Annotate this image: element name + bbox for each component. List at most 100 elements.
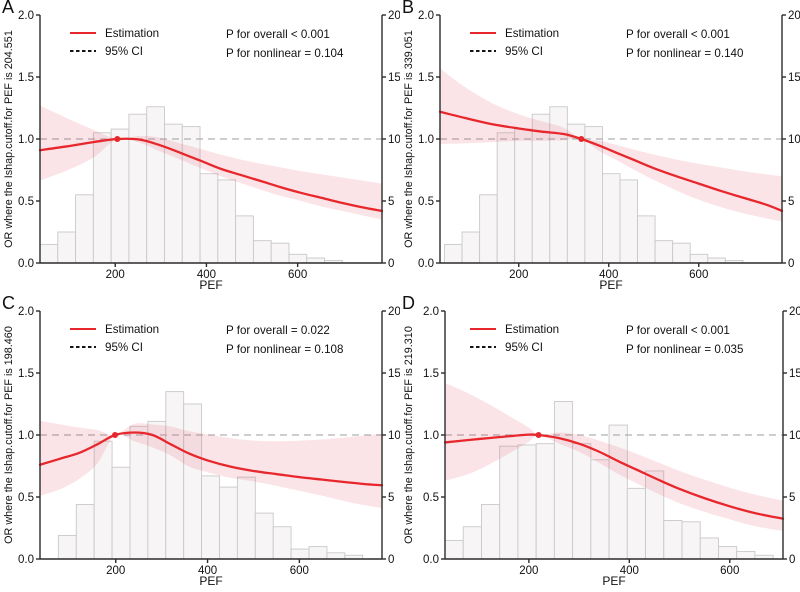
histogram-bar [514,128,533,264]
right-y-tick-label: 10 [388,134,400,146]
histogram-bar [326,552,346,560]
left-y-tick-label: 1.0 [418,134,434,146]
panel-B: 0.0 0 0.5 5 1.0 10 1.5 15 2.0 20 200 400 600 B OR wh… [400,0,800,296]
left-y-tick-label: 1.5 [18,368,34,380]
right-y-tick-label: 0 [789,554,795,566]
legend-item-ci: 95% CI [70,338,159,356]
panel-letter: D [402,293,416,313]
left-y-tick-label: 1.0 [18,430,34,442]
legend-item-estimation: Estimation [470,320,559,338]
p-values: P for overall < 0.001 P for nonlinear = … [626,26,743,63]
legend: Estimation 95% CI [70,320,159,356]
y-axis-label: OR where the Ishap.cutoff.for PEF is 198… [3,326,15,544]
histogram-bar [111,466,131,560]
panel-letter: A [2,0,15,17]
right-y-tick-label: 15 [388,72,400,84]
x-tick-label: 400 [197,269,216,281]
y-axis-label: OR where the Ishap.cutoff.for PEF is 339… [403,30,415,248]
histogram-bar [444,243,463,264]
x-tick-label: 200 [509,269,528,281]
right-y-tick-label: 0 [388,258,394,270]
right-y-tick-label: 0 [788,258,794,270]
x-axis-label: PEF [199,574,223,588]
plot-area: 0.0 0 0.5 5 1.0 10 1.5 15 2.0 20 200 400 600 [18,306,400,577]
cutoff-point [578,136,585,142]
legend-item-ci: 95% CI [70,42,159,60]
histogram-bar [272,526,292,560]
ci-dashed-line-icon [70,49,96,53]
histogram-bar [129,425,149,560]
histogram-bar [626,487,646,560]
estimation-line-icon [70,327,96,331]
histogram-bar [288,253,308,264]
legend-ci-label: 95% CI [505,44,544,58]
estimation-line-icon [470,31,496,35]
legend-ci-label: 95% CI [105,44,144,58]
left-y-tick-label: 0.5 [418,196,434,208]
histogram-bar [306,257,325,264]
p-overall-text: P for overall < 0.001 [626,28,730,41]
histogram-bar [517,444,537,560]
left-y-tick-label: 1.5 [418,72,434,84]
histogram-bar [219,486,238,560]
y-axis-label: OR where the Ishap.cutoff.for PEF is 204… [3,30,15,248]
histogram-bar [707,257,726,264]
right-y-tick-label: 15 [789,368,800,380]
histogram-bar [689,253,709,264]
right-y-tick-label: 10 [789,430,800,442]
histogram-bar [654,240,674,264]
histogram-bar [183,403,203,560]
plot-area: 0.0 0 0.5 5 1.0 10 1.5 15 2.0 20 200 400 600 [423,306,800,577]
confidence-band [445,382,783,532]
p-nonlinear-text: P for nonlinear = 0.104 [226,46,344,60]
panel-A: 0.0 0 0.5 5 1.0 10 1.5 15 2.0 20 200 400 600 A OR wh… [0,0,400,296]
left-y-tick-label: 0.0 [18,554,34,566]
left-y-tick-label: 0.5 [18,196,34,208]
legend: Estimation 95% CI [70,24,159,60]
histogram-bar [217,179,237,264]
ci-dashed-line-icon [470,345,496,349]
histogram-bar [461,231,481,264]
legend: Estimation 95% CI [470,320,559,356]
p-nonlinear-text: P for nonlinear = 0.140 [626,46,744,60]
cutoff-point [535,432,542,438]
ci-dashed-line-icon [70,345,96,349]
right-y-tick-label: 20 [388,306,400,318]
histogram-bar [235,215,254,264]
right-y-tick-label: 15 [388,368,400,380]
histogram-bar [572,443,592,560]
histogram-bar [290,548,310,560]
histogram-bar [254,512,274,560]
histogram-bar [590,459,610,560]
legend-estimation-label: Estimation [505,322,560,336]
histogram-bar [462,526,482,560]
histogram-bar [681,521,701,560]
legend-estimation-label: Estimation [105,322,160,336]
histogram-bar [57,534,77,560]
left-y-tick-label: 1.0 [18,134,34,146]
right-y-tick-label: 5 [388,196,394,208]
estimation-curve [438,110,784,213]
p-values: P for overall < 0.001 P for nonlinear = … [626,322,743,359]
legend: Estimation 95% CI [470,24,559,60]
histogram-bar [672,242,691,264]
histogram-bar [619,179,638,264]
x-axis-label: PEF [602,574,626,588]
x-tick-label: 400 [599,269,618,281]
histogram-bar [57,231,77,264]
right-y-tick-label: 10 [388,430,400,442]
histogram-bar [553,401,574,560]
p-values: P for overall < 0.001 P for nonlinear = … [226,26,343,63]
legend-item-estimation: Estimation [470,24,559,42]
legend-ci-label: 95% CI [105,340,144,354]
left-y-tick-label: 0.0 [423,554,439,566]
histogram-bar [270,242,290,264]
panel-letter: C [2,293,16,313]
histogram-bar [566,123,586,264]
right-y-tick-label: 5 [388,492,394,504]
x-tick-label: 600 [290,565,309,577]
estimation-line-icon [70,31,96,35]
x-tick-label: 600 [720,565,739,577]
x-tick-label: 600 [689,269,708,281]
